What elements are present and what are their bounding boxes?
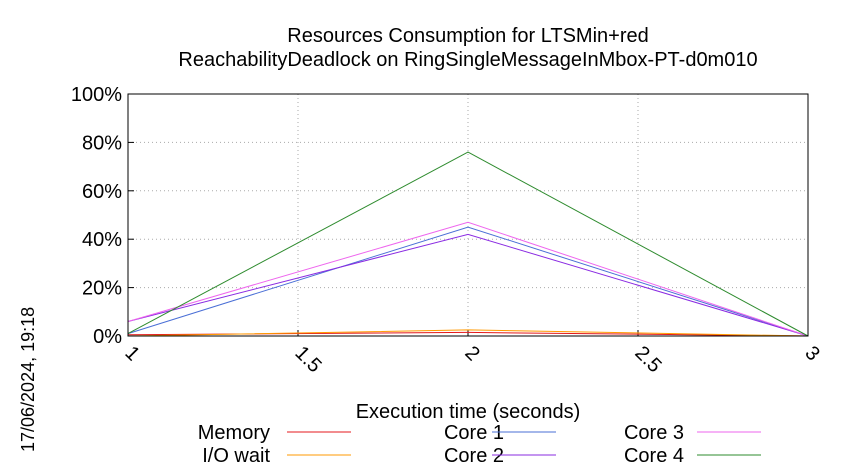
plot-frame	[127, 93, 809, 337]
x-tick-label: 1.5	[290, 342, 325, 377]
grid-lines	[127, 93, 809, 337]
series-lines	[127, 151, 809, 337]
y-tick-label: 20%	[82, 278, 122, 300]
x-tick-label: 1	[120, 342, 143, 365]
chart-title-line-2: ReachabilityDeadlock on RingSingleMessag…	[178, 49, 757, 71]
y-tick-label: 80%	[82, 132, 122, 154]
y-tick-label: 60%	[82, 181, 122, 203]
legend-label-core-3: Core 3	[624, 422, 684, 444]
legend-label-core-2: Core 2	[444, 445, 504, 467]
chart-title-line-1: Resources Consumption for LTSMin+red	[287, 25, 648, 47]
legend-label-core-4: Core 4	[624, 445, 684, 467]
series-line-i-o-wait	[127, 329, 809, 337]
x-tick-label: 3	[800, 342, 823, 365]
legend-label-i-o-wait: I/O wait	[202, 445, 270, 467]
legend-label-memory: Memory	[198, 422, 270, 444]
y-tick-label: 0%	[93, 326, 122, 348]
series-line-core-2	[127, 233, 809, 337]
x-axis-label: Execution time (seconds)	[356, 401, 581, 423]
timestamp-label: 17/06/2024, 19:18	[18, 307, 38, 452]
y-axis-ticks: 0% 20% 40% 60% 80% 100%	[71, 84, 134, 348]
series-line-core-3	[127, 221, 809, 337]
x-tick-label: 2	[460, 342, 483, 365]
x-tick-label: 2.5	[630, 342, 665, 377]
x-axis-ticks: 1 1.5 2 2.5 3	[120, 330, 824, 377]
series-line-core-4	[127, 151, 809, 337]
series-line-core-1	[127, 226, 809, 337]
legend-label-core-1: Core 1	[444, 422, 504, 444]
y-tick-label: 100%	[71, 84, 122, 106]
y-tick-label: 40%	[82, 229, 122, 251]
